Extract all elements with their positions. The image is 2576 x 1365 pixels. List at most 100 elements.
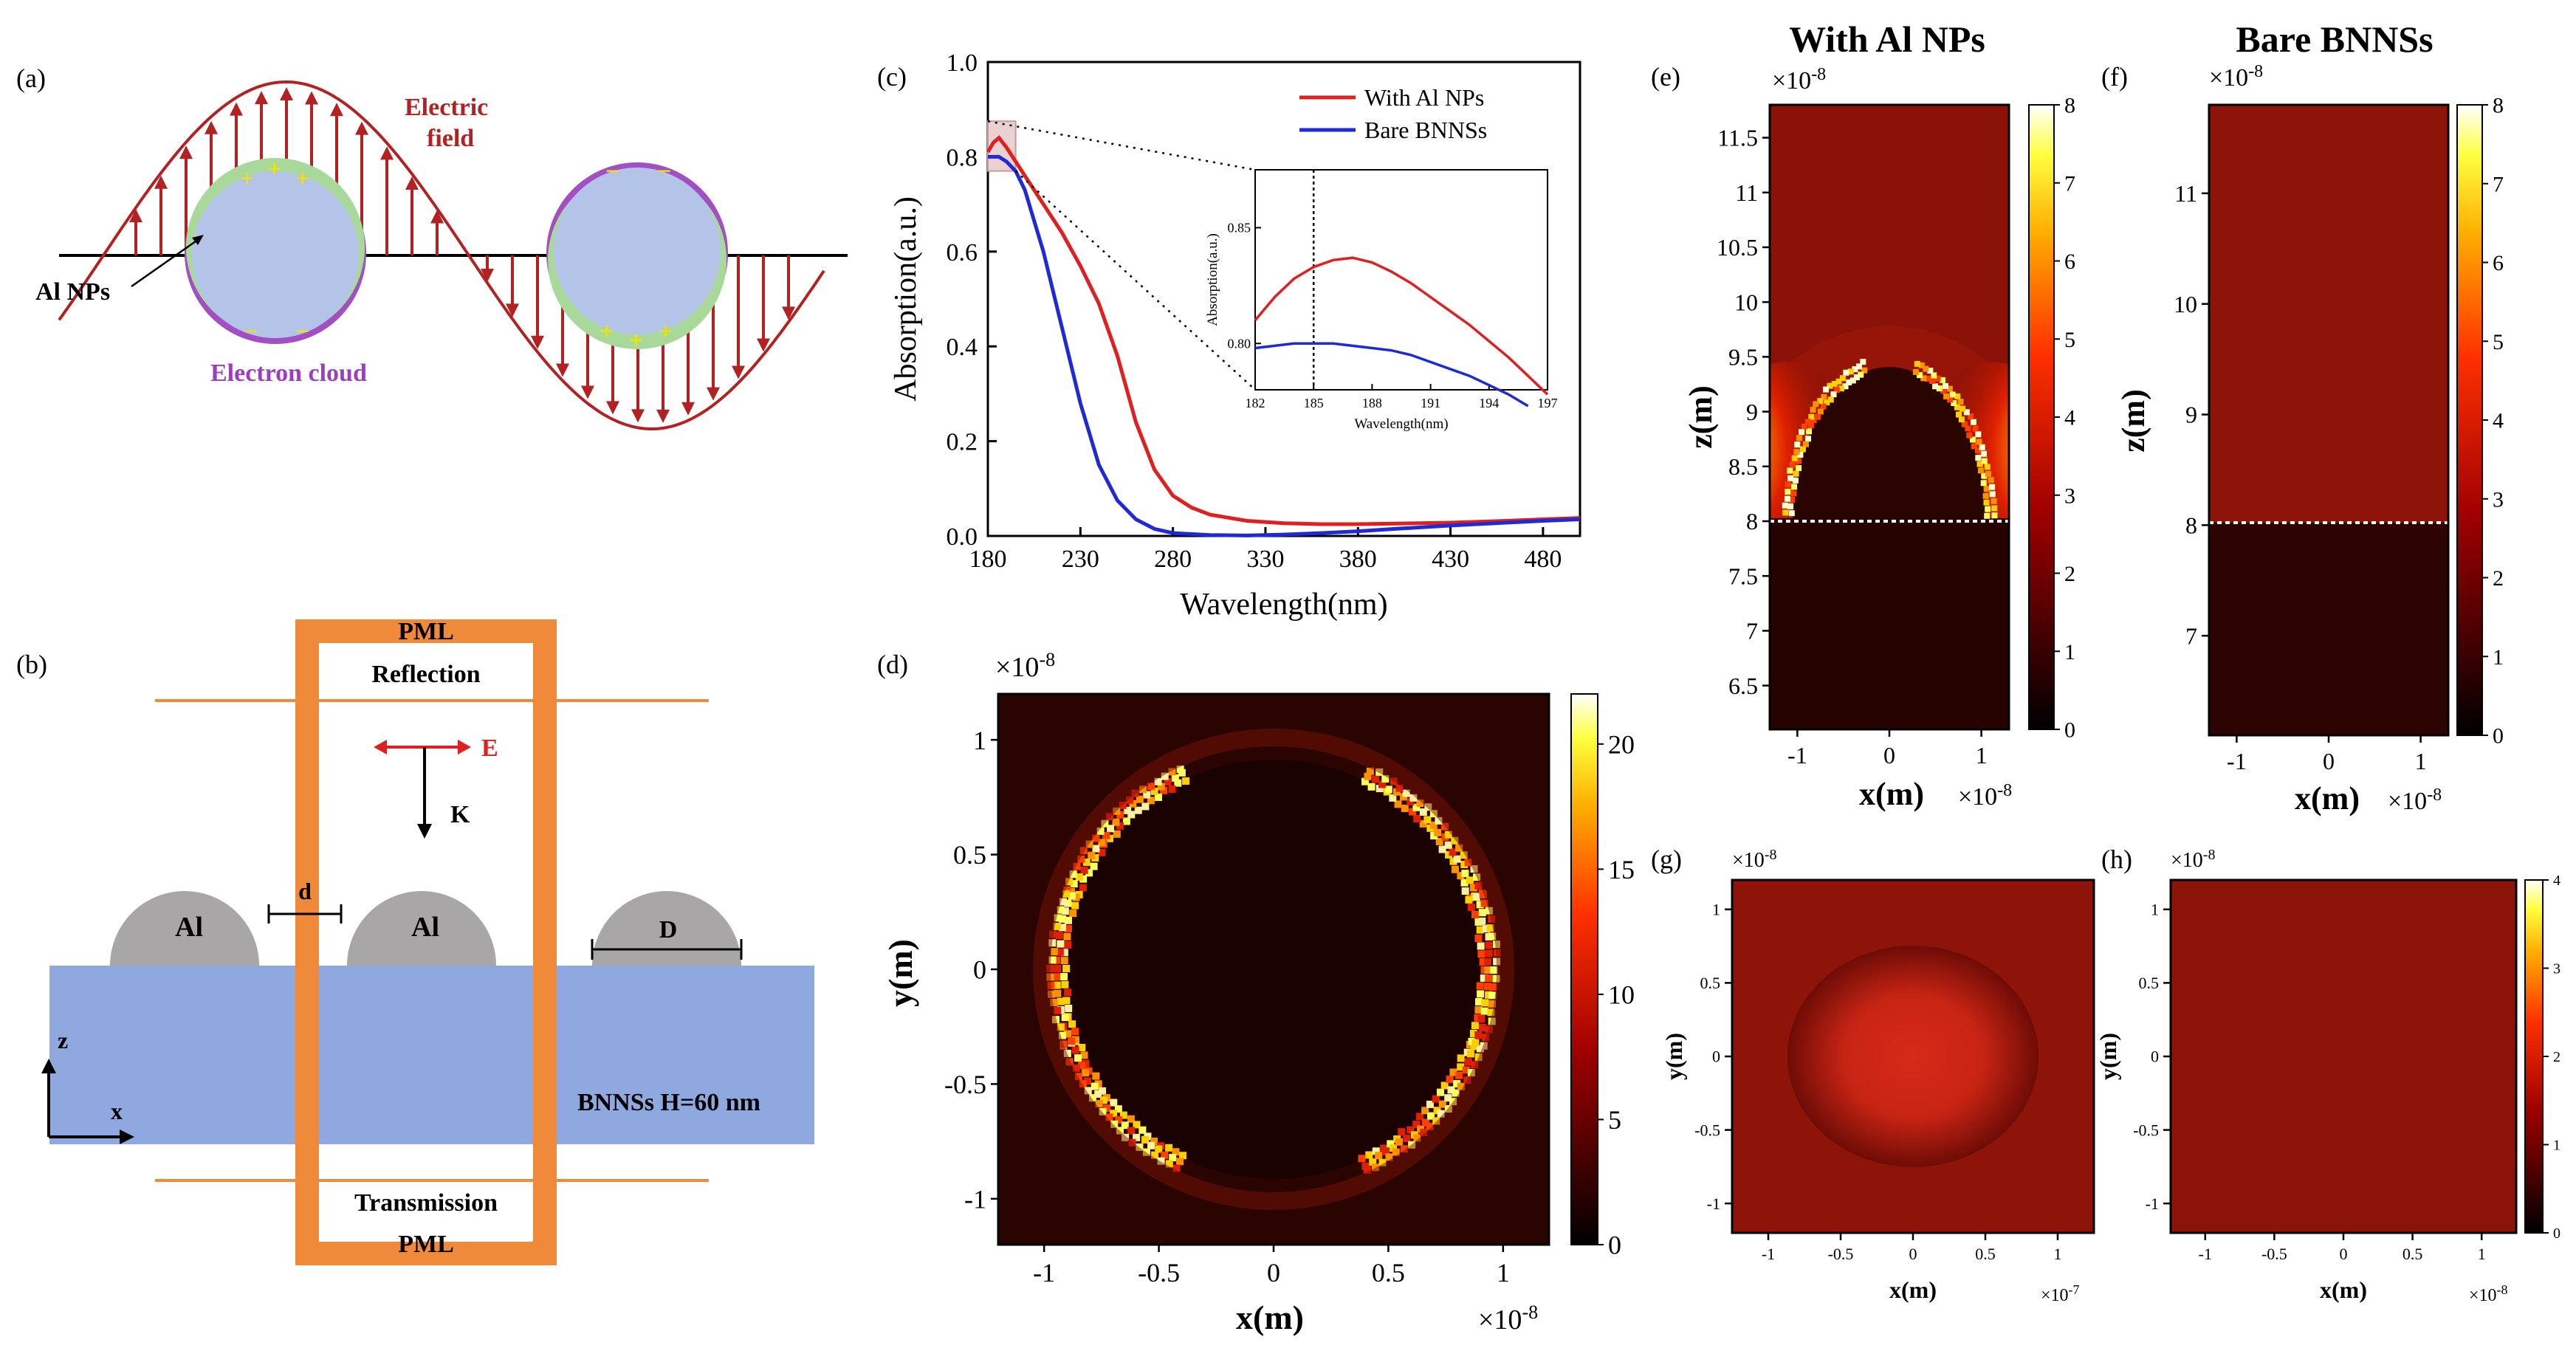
e-x-exponent: ×10-8 (1958, 781, 2012, 811)
d-hotspot (1069, 910, 1077, 918)
a-field-arrow-head (380, 146, 394, 160)
d-hotspot (1382, 1148, 1390, 1156)
a-particle-2: − − + + + (546, 158, 728, 354)
b-al-label-2: Al (411, 912, 439, 943)
d-hotspot (1102, 831, 1110, 839)
d-axes: -1 -0.5 0 0.5 1 1 0.5 0 -0.5 -1 (944, 726, 1510, 1287)
d-hotspot (1390, 1144, 1398, 1152)
g-xlabel: x(m) (1889, 1276, 1937, 1303)
d-hotspot (1471, 1039, 1480, 1047)
d-hotspot (1369, 1158, 1377, 1166)
d-hotspot (1392, 1148, 1400, 1156)
e-hotspot (1847, 368, 1854, 375)
d-hotspot (1088, 1094, 1096, 1102)
d-hotspot (1444, 1094, 1452, 1102)
d-hotspot (1485, 974, 1493, 983)
g-ytick-label: -0.5 (1694, 1121, 1720, 1139)
d-hotspot (1460, 851, 1468, 859)
d-hotspot (1477, 990, 1485, 998)
d-hotspot (1449, 857, 1457, 865)
e-hotspot (1942, 382, 1948, 389)
d-exponent: ×10-8 (995, 649, 1055, 683)
d-hotspot (1401, 805, 1409, 813)
e-hotspot (1934, 375, 1941, 382)
d-hotspot (1125, 796, 1133, 804)
d-hotspot (1387, 1140, 1395, 1148)
a-np-body-2 (554, 168, 721, 334)
d-hotspot (1385, 1153, 1393, 1161)
a-field-arrow-head (430, 210, 444, 224)
d-hotspot (1064, 899, 1072, 907)
e-hotspot (1849, 377, 1856, 384)
d-xtick-label: -0.5 (1138, 1258, 1180, 1287)
e-hotspot (1939, 377, 1945, 383)
d-hotspot (1074, 1054, 1082, 1062)
e-hotspot (1813, 401, 1819, 408)
e-hotspot (1794, 441, 1801, 448)
d-hotspot (1113, 830, 1121, 838)
d-hotspot (1361, 777, 1370, 785)
d-hotspot (1110, 1110, 1118, 1118)
e-hotspot (1831, 380, 1838, 387)
d-hotspot (1136, 795, 1144, 803)
d-hotspot (1138, 785, 1147, 794)
d-hotspot (1154, 793, 1162, 801)
e-hotspot (1833, 387, 1840, 393)
d-hotspot (1476, 901, 1484, 909)
e-hotspot (1991, 498, 1997, 504)
d-hotspot (1453, 855, 1461, 863)
d-hotspot (1416, 1113, 1424, 1121)
d-x-exponent: ×10-8 (1478, 1302, 1538, 1335)
a-np-body-1 (192, 171, 359, 338)
e-hotspot (1793, 449, 1800, 455)
b-substrate-label: BNNSs H=60 nm (577, 1089, 760, 1116)
d-hotspot (1064, 1030, 1072, 1038)
d-hotspot (1480, 899, 1488, 907)
a-field-arrow-head (581, 385, 594, 399)
d-hotspot (1461, 887, 1469, 895)
e-hotspot (1858, 371, 1864, 378)
d-hotspot (1449, 848, 1457, 856)
a-field-arrow-head (205, 120, 218, 134)
e-hotspot (1817, 398, 1824, 405)
d-hotspot (1465, 895, 1473, 904)
b-e-arrow (374, 740, 471, 754)
c-inset-series-line (1254, 256, 1549, 396)
d-hotspot (1077, 855, 1085, 863)
h-xlabel: x(m) (2320, 1276, 2367, 1303)
e-hotspot (1932, 383, 1939, 390)
d-hotspot (1079, 875, 1088, 883)
d-hotspot (1103, 1104, 1111, 1113)
c-xtick-label: 480 (1524, 546, 1562, 573)
d-hotspot (1147, 797, 1155, 805)
g-glow (1787, 946, 2039, 1167)
b-diameter-label: D (659, 916, 678, 943)
c-inset-ylabel: Absorption(a.u.) (1205, 233, 1220, 326)
e-hotspot (1860, 359, 1866, 365)
c-ytick-label: 0.8 (947, 144, 978, 171)
b-particle-2 (347, 891, 496, 966)
d-hotspot (1365, 1151, 1373, 1159)
d-hotspot (1072, 893, 1080, 901)
d-hotspot (1371, 1163, 1379, 1172)
d-hotspot (1059, 915, 1067, 923)
e-hotspot (1946, 385, 1953, 392)
c-inset-xtick-label: 182 (1246, 396, 1265, 410)
d-hotspot (1048, 956, 1057, 964)
e-hotspot (1810, 407, 1816, 413)
d-hotspot (1092, 845, 1100, 853)
d-hotspot (1114, 1105, 1122, 1113)
e-hotspot (1842, 383, 1849, 390)
e-hotspot (1791, 455, 1798, 461)
d-hotspot (1058, 924, 1066, 932)
d-hotspot (1160, 786, 1168, 794)
f-x-exponent: ×10-8 (2388, 785, 2442, 815)
d-hotspot (1176, 766, 1184, 774)
d-hotspot (1054, 989, 1062, 997)
e-hotspot (1983, 499, 1990, 506)
e-ylabel: z(m) (1683, 385, 1719, 449)
e-hotspot (1787, 503, 1794, 509)
d-hotspot (1095, 1100, 1103, 1108)
b-e-label: E (481, 735, 498, 762)
d-hotspot (1471, 1022, 1479, 1030)
